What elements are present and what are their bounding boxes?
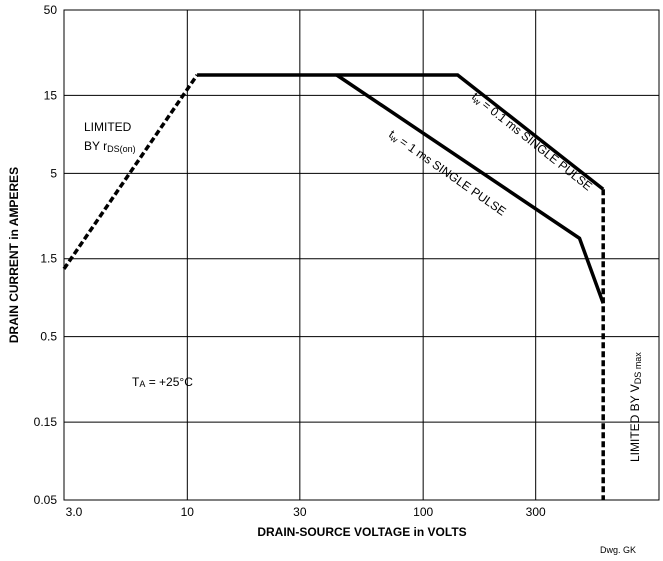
grid bbox=[64, 10, 659, 500]
annotation-temperature: TA = +25°C bbox=[132, 375, 193, 389]
plot-frame bbox=[63, 9, 660, 501]
x-tick-label: 100 bbox=[413, 505, 433, 519]
y-tick-label: 50 bbox=[44, 3, 58, 17]
annotation-by-rds: BY rDS(on) bbox=[84, 139, 136, 154]
series-line-0 bbox=[62, 74, 199, 270]
tick-labels: 3.0 10 30 100 300 0.05 0.15 0.5 1.5 5 15 50 bbox=[34, 3, 546, 519]
x-tick-label: 10 bbox=[181, 505, 195, 519]
series-line-2 bbox=[335, 73, 605, 304]
x-tick-label: 30 bbox=[293, 505, 307, 519]
x-tick-label: 300 bbox=[526, 505, 546, 519]
x-axis-title: DRAIN-SOURCE VOLTAGE in VOLTS bbox=[257, 525, 466, 539]
y-tick-label: 1.5 bbox=[40, 252, 57, 266]
series-line-1 bbox=[197, 73, 605, 191]
drawing-reference: Dwg. GK bbox=[600, 545, 636, 555]
annotation-limited: LIMITED bbox=[84, 120, 132, 134]
y-tick-label: 0.05 bbox=[34, 493, 58, 507]
y-tick-label: 15 bbox=[44, 88, 58, 102]
x-tick-label: 3.0 bbox=[66, 505, 83, 519]
y-tick-label: 0.15 bbox=[34, 415, 58, 429]
y-tick-label: 0.5 bbox=[40, 330, 57, 344]
annotation-limited-by-vds: LIMITED BY VDS max bbox=[628, 352, 643, 462]
annotation-pulse-0-1ms: tw = 0.1 ms SINGLE PULSE bbox=[469, 89, 595, 194]
series-lines bbox=[62, 73, 605, 500]
y-axis-title: DRAIN CURRENT in AMPERES bbox=[7, 167, 21, 343]
y-tick-label: 5 bbox=[50, 166, 57, 180]
